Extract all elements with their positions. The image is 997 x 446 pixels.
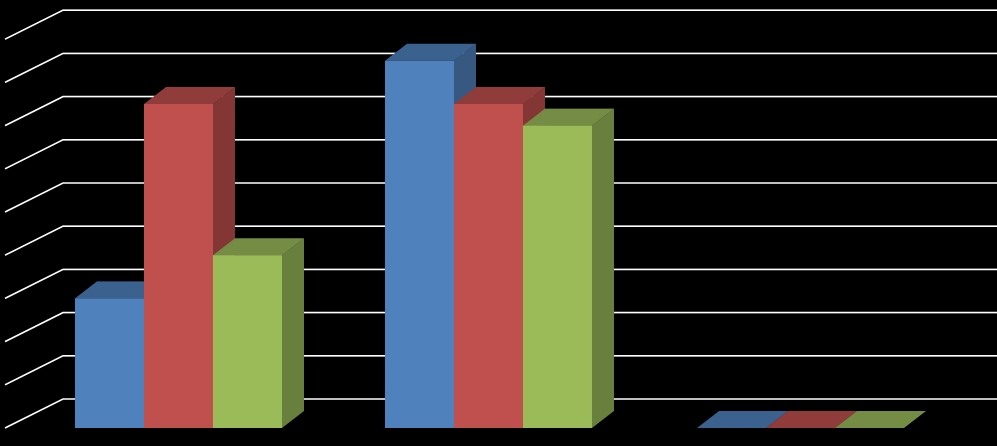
gridline-3	[4, 268, 997, 300]
bar-top-c0-s0	[75, 281, 166, 299]
bar-side-c0-s2	[282, 238, 304, 428]
bar-c2-s1	[766, 411, 857, 428]
gridline-0	[4, 398, 997, 429]
bar-front-c1-s1	[454, 104, 523, 428]
bar-c1-s2	[523, 108, 614, 428]
bar-top-c2-s2	[835, 411, 926, 428]
gridline-1	[4, 354, 997, 386]
gridline-6	[4, 139, 997, 170]
gridline-4	[4, 225, 997, 256]
bar-top-c2-s0	[697, 411, 788, 428]
gridline-7	[4, 95, 997, 127]
bar-front-c0-s2	[213, 255, 282, 428]
bar-c2-s2	[835, 411, 926, 428]
bar-c0-s2	[213, 238, 304, 428]
bar-c2-s0	[697, 411, 788, 428]
bar-side-c1-s2	[592, 108, 614, 428]
bar-top-c0-s2	[213, 238, 304, 256]
bar-top-c1-s0	[385, 43, 476, 61]
bar-top-c2-s1	[766, 411, 857, 428]
gridlines	[4, 9, 997, 429]
gridline-2	[4, 311, 997, 343]
gridline-8	[4, 52, 997, 84]
gridline-9	[4, 9, 997, 40]
bar-top-c1-s1	[454, 87, 545, 104]
bar-top-c0-s1	[144, 87, 235, 104]
gridline-5	[4, 182, 997, 213]
bar-front-c0-s1	[144, 104, 213, 428]
bar-front-c0-s0	[75, 298, 144, 428]
bars	[75, 43, 926, 429]
bar-top-c1-s2	[523, 108, 614, 126]
bar-front-c1-s2	[523, 125, 592, 428]
bar-front-c1-s0	[385, 60, 454, 429]
